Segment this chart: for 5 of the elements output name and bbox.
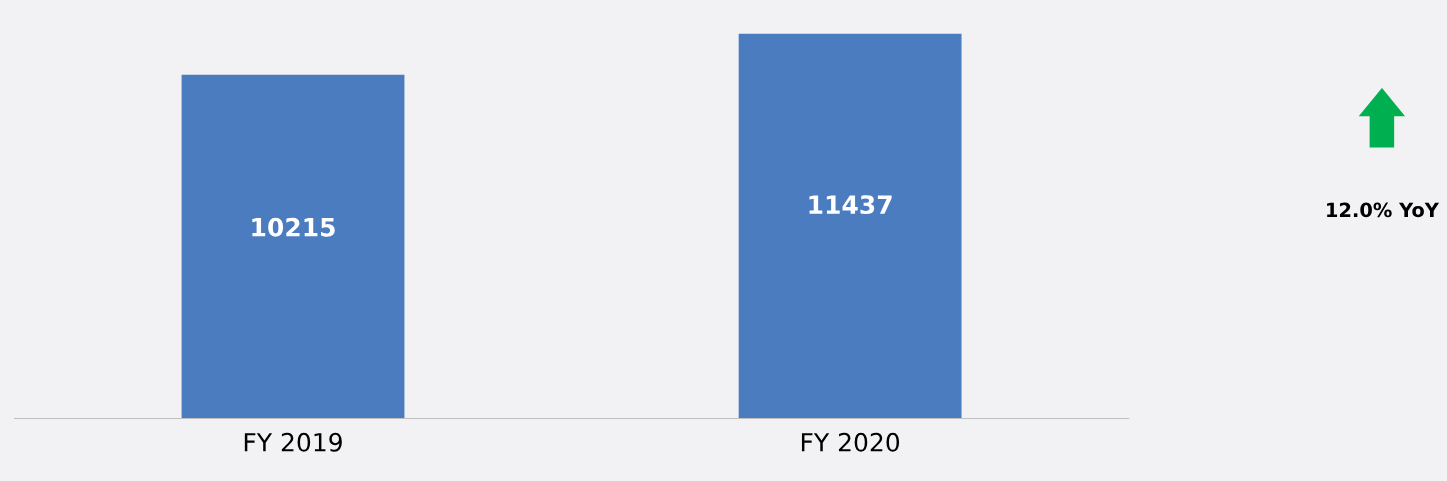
x-tick-label: FY 2020 xyxy=(801,432,900,452)
data-label: 11437 xyxy=(809,195,892,215)
data-label: 10215 xyxy=(252,217,335,237)
x-tick-label: FY 2019 xyxy=(244,432,342,452)
text: 12.0% YoY xyxy=(1327,202,1440,218)
